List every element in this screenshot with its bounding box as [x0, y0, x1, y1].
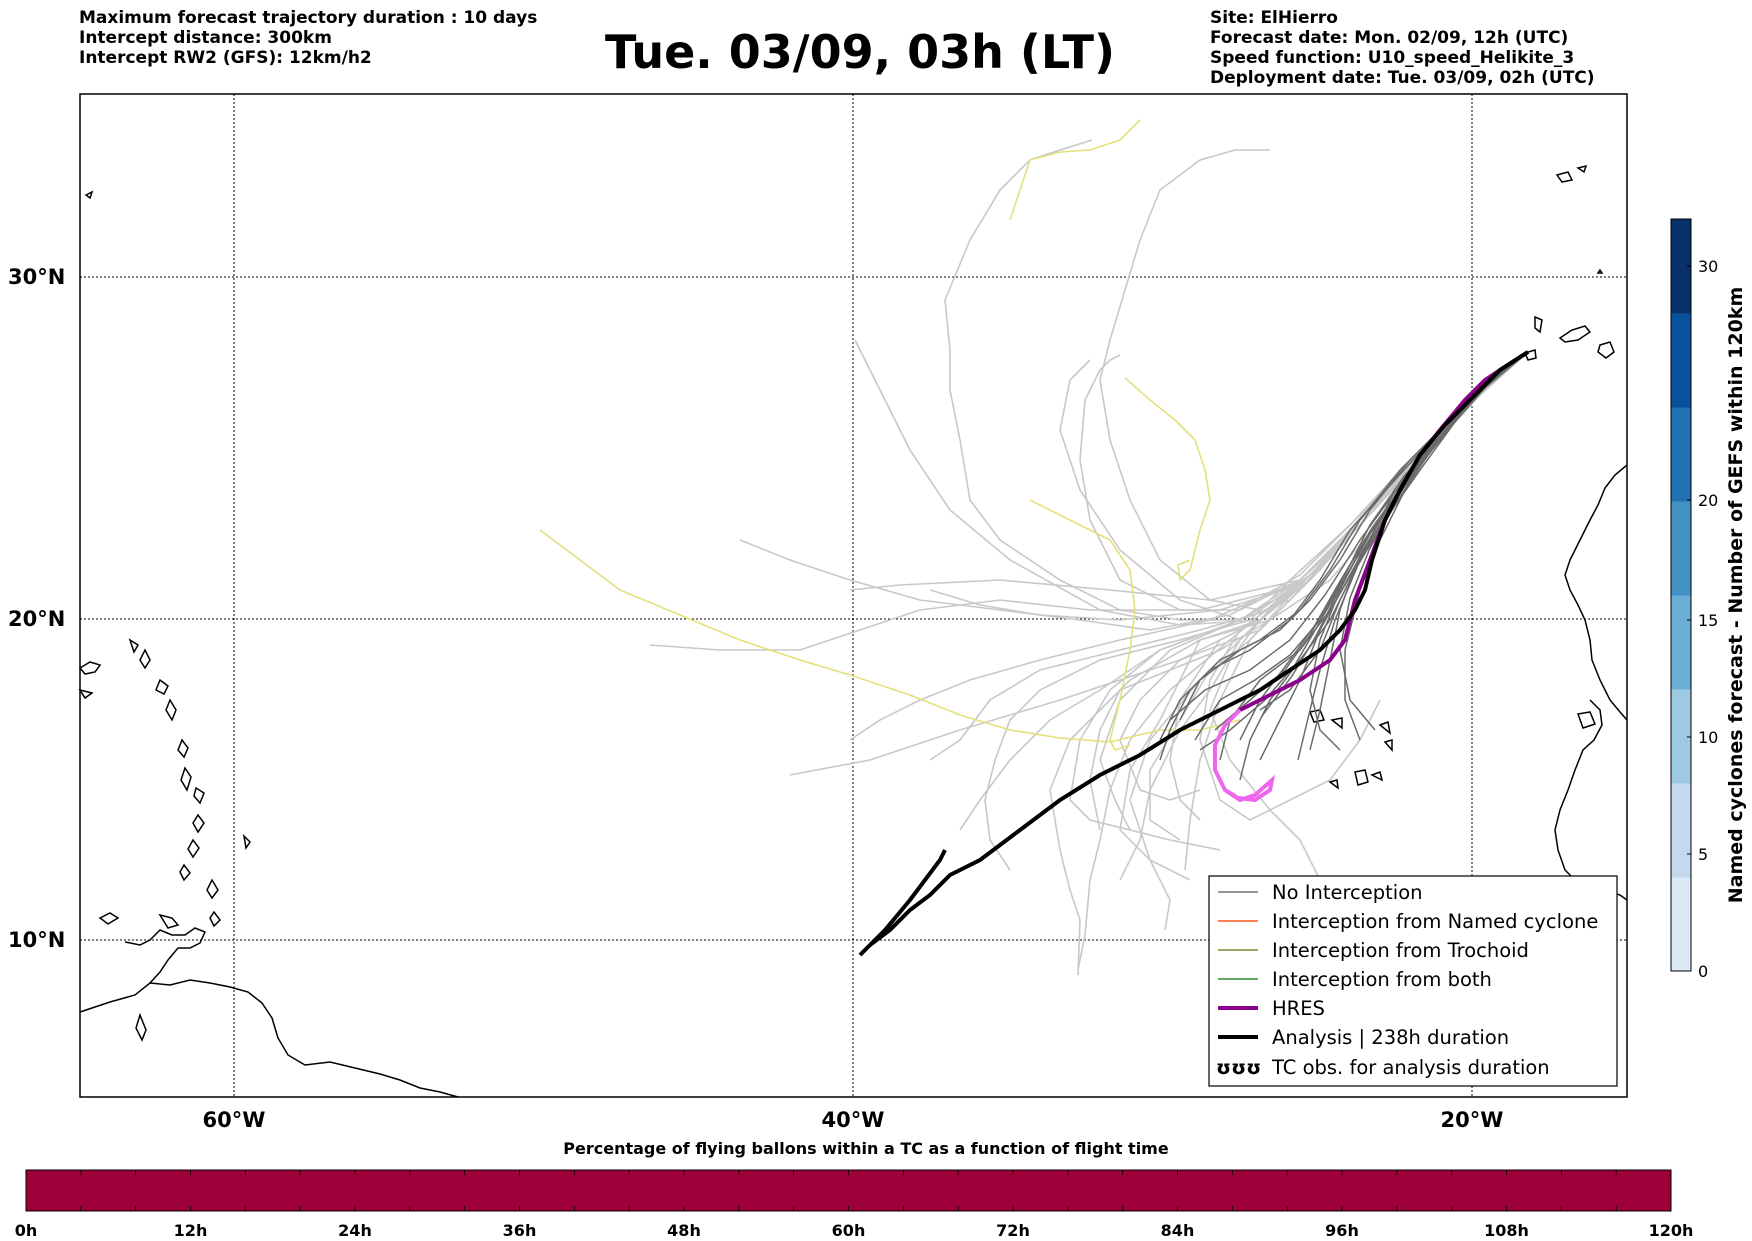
colorbar-tick-20: 20: [1698, 491, 1718, 510]
colorbar-segment: [1671, 689, 1691, 784]
lat-label-20: 20°N: [8, 607, 65, 631]
percentage-bar-fill: [25, 1169, 1672, 1212]
colorbar-frame: [1670, 218, 1692, 972]
legend-label-named-cyclone: Interception from Named cyclone: [1272, 910, 1598, 933]
speed-function-text: Speed function: U10_speed_Helikite_3: [1210, 48, 1575, 68]
colorbar-segment: [1671, 313, 1691, 408]
header-info-left: Maximum forecast trajectory duration : 1…: [79, 8, 537, 68]
colorbar-segment: [1671, 783, 1691, 878]
percentage-bar-tick-label: 84h: [1161, 1221, 1195, 1240]
legend-label-both: Interception from both: [1272, 968, 1492, 991]
percentage-bar-tick-label: 48h: [667, 1221, 701, 1240]
percentage-bar-tick-label: 36h: [503, 1221, 537, 1240]
colorbar-tick-0: 0: [1698, 962, 1708, 981]
colorbar-segment: [1671, 407, 1691, 502]
site-text: Site: ElHierro: [1210, 8, 1338, 28]
percentage-bar-tick-marks: [25, 1170, 1672, 1211]
intercept-distance-text: Intercept distance: 300km: [79, 28, 332, 48]
percentage-bar-tick-label: 60h: [832, 1221, 866, 1240]
percentage-bar: Percentage of flying ballons within a TC…: [15, 1139, 1694, 1240]
lat-label-30: 30°N: [8, 265, 65, 289]
tc-obs-symbol-icon: ʊʊʊ: [1216, 1056, 1261, 1079]
lat-label-10: 10°N: [8, 928, 65, 952]
legend-label-tc-obs: TC obs. for analysis duration: [1271, 1056, 1550, 1079]
map-frame: [79, 93, 1628, 1098]
percentage-bar-tick-label: 0h: [15, 1221, 38, 1240]
legend-label-analysis: Analysis | 238h duration: [1272, 1026, 1509, 1049]
colorbar-ticks: [1687, 265, 1691, 972]
percentage-bar-tick-label: 120h: [1649, 1221, 1694, 1240]
percentage-bar-tick-label: 24h: [338, 1221, 372, 1240]
colorbar-tick-10: 10: [1698, 728, 1718, 747]
forecast-date-text: Forecast date: Mon. 02/09, 12h (UTC): [1210, 28, 1569, 48]
page-title: Tue. 03/09, 03h (LT): [605, 25, 1115, 79]
colorbar-segment: [1671, 501, 1691, 596]
percentage-bar-tick-label: 96h: [1325, 1221, 1359, 1240]
legend-box: [1208, 875, 1618, 1087]
colorbar-label: Named cyclones forecast - Number of GEFS…: [1725, 287, 1747, 904]
header-info-right: Site: ElHierro Forecast date: Mon. 02/09…: [1210, 8, 1595, 88]
lon-label-20: 20°W: [1441, 1108, 1504, 1132]
intercept-rw2-text: Intercept RW2 (GFS): 12km/h2: [79, 48, 372, 68]
analysis-trajectory: [858, 350, 1530, 957]
legend: No Interception Interception from Named …: [1208, 875, 1618, 1087]
colorbar-segments: [1671, 219, 1691, 972]
colorbar: 0 5 10 15 20 30 Named cyclones forecast …: [1670, 218, 1747, 981]
lon-label-60: 60°W: [203, 1108, 266, 1132]
trochoid-trajectories: [539, 119, 1241, 751]
colorbar-tick-30: 30: [1698, 257, 1718, 276]
colorbar-tick-15: 15: [1698, 611, 1718, 630]
percentage-bar-tick-label: 12h: [174, 1221, 208, 1240]
axis-labels: 30°N 20°N 10°N 60°W 40°W 20°W: [8, 265, 1503, 1132]
percentage-bar-title: Percentage of flying ballons within a TC…: [563, 1139, 1169, 1158]
legend-label-hres: HRES: [1272, 997, 1325, 1020]
deployment-date-text: Deployment date: Tue. 03/09, 02h (UTC): [1210, 68, 1595, 88]
max-duration-text: Maximum forecast trajectory duration : 1…: [79, 8, 538, 28]
percentage-bar-tick-label: 72h: [996, 1221, 1030, 1240]
colorbar-segment: [1671, 219, 1691, 314]
lon-label-40: 40°W: [822, 1108, 885, 1132]
percentage-bar-tick-labels: 0h 12h 24h 36h 48h 60h 72h 84h 96h 108h 120h: [15, 1221, 1694, 1240]
legend-label-trochoid: Interception from Trochoid: [1272, 939, 1529, 962]
colorbar-segment: [1671, 877, 1691, 972]
colorbar-tick-5: 5: [1698, 845, 1708, 864]
colorbar-segment: [1671, 595, 1691, 690]
legend-label-no-interception: No Interception: [1272, 881, 1423, 904]
percentage-bar-tick-label: 108h: [1484, 1221, 1529, 1240]
